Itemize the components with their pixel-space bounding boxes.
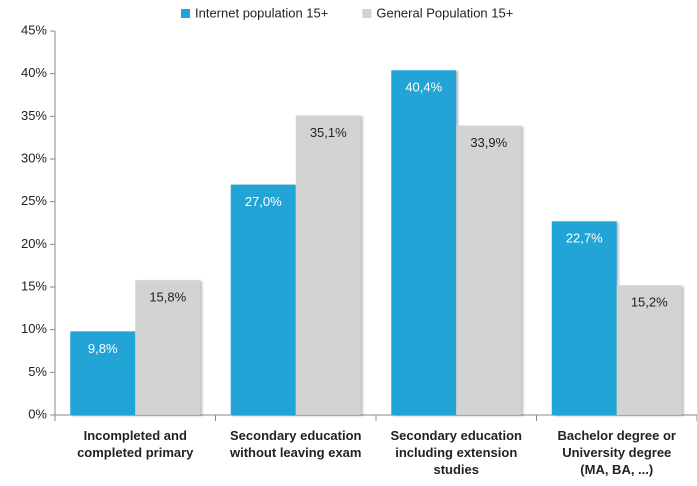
y-tick-label: 10% xyxy=(21,321,47,336)
y-tick-label: 20% xyxy=(21,236,47,251)
value-label: 27,0% xyxy=(245,194,282,209)
value-label: 40,4% xyxy=(405,80,442,95)
bar xyxy=(391,70,457,416)
bar xyxy=(230,184,296,415)
bar xyxy=(456,125,522,415)
legend-swatch xyxy=(181,9,190,18)
bar xyxy=(551,221,617,415)
x-tick-label: Secondary education including extension st… xyxy=(391,428,523,477)
value-label: 22,7% xyxy=(566,231,603,246)
x-tick-label: Incompleted and completed primary xyxy=(77,428,194,460)
bar xyxy=(135,280,201,415)
legend-label: Internet population 15+ xyxy=(195,5,328,20)
legend-label: General Population 15+ xyxy=(376,5,513,20)
legend-swatch xyxy=(362,9,372,18)
bar xyxy=(70,331,136,415)
bar xyxy=(295,115,361,415)
y-tick-label: 5% xyxy=(28,364,47,379)
y-tick-label: 25% xyxy=(21,193,47,208)
y-tick-label: 45% xyxy=(21,22,47,37)
value-label: 9,8% xyxy=(88,341,118,356)
y-tick-label: 40% xyxy=(21,65,47,80)
y-tick-label: 30% xyxy=(21,150,47,165)
x-tick-label: Bachelor degree or University degree (MA, … xyxy=(558,428,677,477)
value-label: 15,2% xyxy=(631,295,668,310)
y-tick-label: 0% xyxy=(28,406,47,421)
bar xyxy=(616,285,682,415)
value-label: 33,9% xyxy=(470,135,507,150)
y-tick-label: 15% xyxy=(21,278,47,293)
x-tick-label: Secondary education without leaving exam xyxy=(229,428,362,460)
y-tick-label: 35% xyxy=(21,108,47,123)
value-label: 35,1% xyxy=(310,125,347,140)
value-label: 15,8% xyxy=(149,290,186,305)
